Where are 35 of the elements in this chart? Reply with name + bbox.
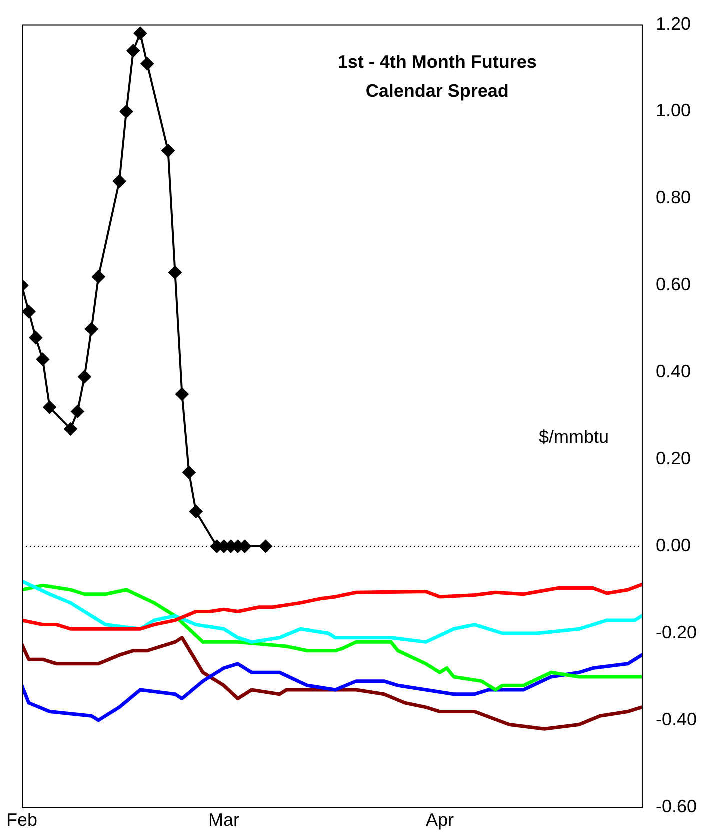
point bbox=[190, 505, 203, 518]
point bbox=[71, 405, 84, 418]
y-tick-label: -0.40 bbox=[656, 709, 698, 730]
point bbox=[120, 105, 133, 118]
y-axis-title: $/mmbtu bbox=[538, 426, 609, 447]
point bbox=[140, 57, 154, 70]
point bbox=[92, 270, 106, 284]
point bbox=[176, 388, 189, 401]
text: 1st - 4th Month Futures Calendar Spread bbox=[338, 52, 537, 101]
point bbox=[85, 322, 98, 336]
point bbox=[22, 305, 36, 318]
y-tick-label: -0.60 bbox=[656, 796, 698, 816]
point bbox=[113, 174, 126, 188]
point bbox=[168, 266, 182, 280]
x-tick-label: Apr bbox=[426, 810, 454, 830]
point bbox=[162, 144, 175, 158]
point bbox=[64, 422, 78, 436]
point bbox=[134, 26, 147, 40]
x-tick-label: Feb bbox=[6, 810, 38, 830]
y-tick-label: 0.20 bbox=[656, 448, 692, 469]
point bbox=[182, 466, 196, 480]
x-tick-label: Mar bbox=[208, 810, 240, 830]
point bbox=[43, 400, 56, 414]
y-tick-label: 0.80 bbox=[656, 188, 692, 208]
point bbox=[36, 353, 50, 366]
y-tick-label: 0.00 bbox=[656, 536, 692, 556]
y-tick-label: 1.20 bbox=[656, 14, 692, 34]
y-tick-label: 0.60 bbox=[656, 274, 692, 295]
y-tick-label: 1.00 bbox=[656, 100, 692, 121]
point bbox=[78, 370, 92, 384]
point bbox=[29, 331, 42, 344]
y-tick-label: 0.40 bbox=[656, 362, 692, 382]
point bbox=[259, 540, 272, 554]
y-tick-label: -0.20 bbox=[656, 622, 698, 642]
point bbox=[126, 44, 140, 58]
